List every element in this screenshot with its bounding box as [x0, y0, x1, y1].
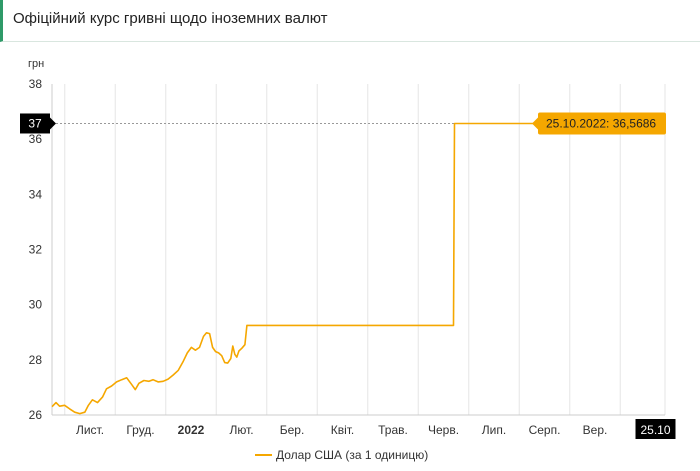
exchange-rate-chart: 26 28 30 32 34 36 38 грн Лист. Груд. 2022 Лют. Бер…: [20, 58, 676, 462]
y-tick-label: 30: [29, 298, 43, 312]
x-highlight-label: 25.10: [640, 423, 670, 437]
x-axis: Лист. Груд. 2022 Лют. Бер. Квіт. Трав. Черв. Лип…: [76, 419, 676, 439]
x-tick-label: Черв.: [428, 423, 459, 437]
y-tick-label: 34: [29, 187, 43, 201]
x-highlight-badge: [635, 419, 676, 439]
x-tick-label: Трав.: [378, 423, 408, 437]
y-axis-unit-label: грн: [28, 58, 44, 70]
x-tick-label: Серп.: [529, 423, 561, 437]
y-tick-label: 28: [29, 353, 43, 367]
crosshair-y-badge: [20, 113, 50, 134]
y-tick-label: 26: [29, 408, 43, 422]
y-axis: 26 28 30 32 34 36 38: [29, 77, 43, 422]
x-tick-label: Бер.: [280, 423, 305, 437]
x-tick-label: 2022: [178, 423, 205, 437]
crosshair-y-badge-arrow: [50, 117, 56, 130]
crosshair-y-label: 37: [28, 116, 42, 130]
x-tick-label: Лют.: [229, 423, 253, 437]
crosshair: 37: [20, 113, 665, 134]
y-tick-label: 36: [29, 132, 43, 146]
tooltip-arrow: [532, 117, 538, 130]
tooltip-label: 25.10.2022: 36,5686: [546, 116, 656, 130]
legend-label-usd[interactable]: Долар США (за 1 одиницю): [276, 448, 428, 462]
x-tick-label: Груд.: [126, 423, 154, 437]
y-tick-label: 38: [29, 77, 43, 91]
x-tick-label: Лип.: [482, 423, 506, 437]
tooltip-box: [538, 112, 666, 135]
chart-grid: [51, 84, 666, 416]
page-header: Офіційний курс гривні щодо іноземних вал…: [0, 0, 700, 42]
tooltip: 25.10.2022: 36,5686: [532, 112, 666, 135]
x-tick-label: Лист.: [76, 423, 104, 437]
x-tick-label: Вер.: [583, 423, 608, 437]
x-tick-label: Квіт.: [331, 423, 355, 437]
y-tick-label: 32: [29, 243, 43, 257]
series-layer: [51, 122, 617, 415]
page-title: Офіційний курс гривні щодо іноземних вал…: [13, 10, 328, 27]
legend[interactable]: Долар США (за 1 одиницю): [255, 448, 428, 462]
series-line-usd: [51, 122, 617, 415]
